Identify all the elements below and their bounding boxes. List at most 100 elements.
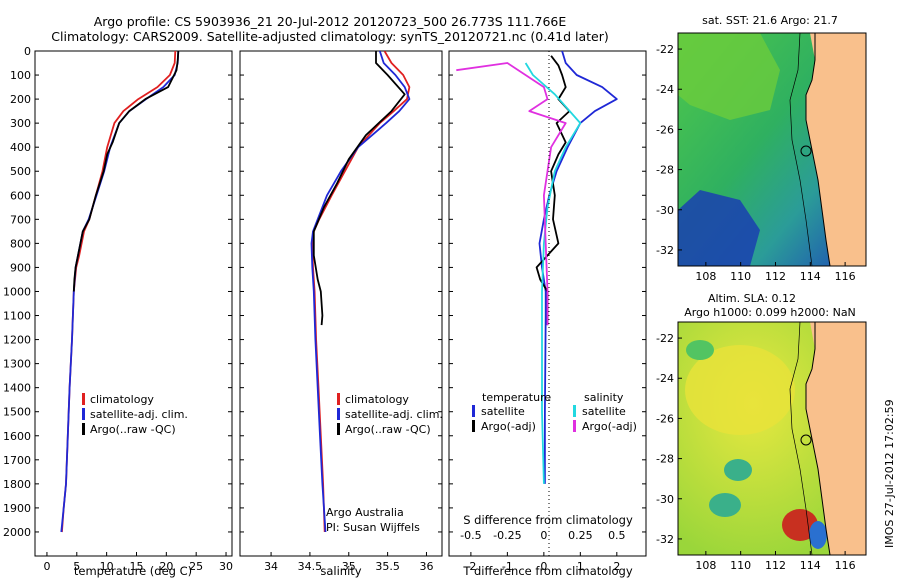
depth-tick-label: 1300	[3, 358, 31, 371]
legend-satellite-adj: satellite-adj. clim.	[345, 408, 443, 421]
x-tick-label: 35	[342, 560, 356, 573]
shelf-contour	[789, 321, 813, 556]
argo-australia-label: Argo Australia	[326, 506, 404, 519]
map-y-tick-label: -30	[656, 493, 674, 506]
x-tick-label: 36	[419, 560, 433, 573]
x-tick-label: 10	[100, 560, 114, 573]
depth-tick-label: 1200	[3, 334, 31, 347]
map-x-tick-label: 112	[765, 270, 786, 283]
salinity-xlabel: salinity	[320, 564, 361, 578]
series-line	[456, 62, 567, 326]
x-tick-label: 0	[540, 560, 547, 573]
sla-green-eddy	[686, 340, 714, 360]
map-y-tick-label: -32	[656, 533, 674, 546]
depth-tick-label: 300	[10, 117, 31, 130]
legend-salinity-title: salinity	[584, 391, 624, 404]
depth-tick-label: 600	[10, 189, 31, 202]
depth-tick-label: 900	[10, 261, 31, 274]
difference-series	[456, 51, 618, 484]
depth-tick-label: 800	[10, 237, 31, 250]
x-tick-label: 5	[73, 560, 80, 573]
temperature-legend: climatology satellite-adj. clim. Argo(..…	[82, 393, 188, 436]
depth-tick-label: 1500	[3, 406, 31, 419]
map-x-tick-label: 116	[835, 270, 856, 283]
depth-tick-label: 700	[10, 213, 31, 226]
coastline	[805, 33, 831, 267]
sst-map	[677, 32, 867, 267]
map-x-tick-label: 108	[695, 270, 716, 283]
x-tick-label: 34	[264, 560, 278, 573]
legend-climatology: climatology	[345, 393, 409, 406]
x-tick-label: -2	[465, 560, 476, 573]
s-diff-tick-label: 0	[540, 529, 547, 542]
legend-t-argo: Argo(-adj)	[481, 420, 536, 433]
series-line	[310, 51, 411, 533]
depth-tick-label: 1800	[3, 478, 31, 491]
sst-map-title: sat. SST: 21.6 Argo: 21.7	[702, 14, 838, 27]
legend-s-argo: Argo(-adj)	[582, 420, 637, 433]
temperature-xlabel: temperature (deg C)	[74, 564, 192, 578]
sla-map-subtitle: Argo h1000: 0.099 h2000: NaN	[684, 306, 856, 319]
map-x-tick-label: 110	[730, 559, 751, 572]
coastline	[805, 322, 831, 556]
map-x-tick-label: 108	[695, 559, 716, 572]
map-x-tick-label: 114	[800, 270, 821, 283]
depth-tick-label: 0	[24, 45, 31, 58]
legend-argo: Argo(..raw -QC)	[345, 423, 431, 436]
s-diff-tick-label: 0.5	[608, 529, 626, 542]
sla-map-ticks: 108 110 112 114 116 -22 -24 -26 -28 -30 -32	[656, 332, 856, 572]
temperature-x-ticks: 0 5 10 15 20 25 30	[43, 552, 233, 573]
temperature-series	[60, 51, 180, 533]
depth-tick-label: 1600	[3, 430, 31, 443]
t-diff-x-ticks: -2 -1 0 1 2	[465, 552, 620, 573]
x-tick-label: 2	[613, 560, 620, 573]
shelf-contour	[789, 32, 813, 267]
depth-tick-label: 200	[10, 93, 31, 106]
series-line	[538, 51, 618, 484]
depth-tick-label: 1100	[3, 310, 31, 323]
depth-tick-label: 100	[10, 69, 31, 82]
map-x-tick-label: 114	[800, 559, 821, 572]
x-tick-label: -1	[502, 560, 513, 573]
map-x-tick-label: 112	[765, 559, 786, 572]
x-tick-label: 0	[43, 560, 50, 573]
x-tick-label: 30	[219, 560, 233, 573]
map-x-tick-label: 116	[835, 559, 856, 572]
map-y-tick-label: -22	[656, 332, 674, 345]
salinity-legend: climatology satellite-adj. clim. Argo(..…	[326, 393, 443, 534]
s-diff-xlabel: S difference from climatology	[463, 513, 633, 527]
depth-tick-label: 400	[10, 141, 31, 154]
series-line	[535, 55, 571, 326]
s-diff-tick-label: -0.25	[493, 529, 521, 542]
series-line	[312, 51, 406, 326]
sla-map	[677, 321, 867, 556]
difference-legend: temperature salinity satellite Argo(-adj…	[472, 391, 637, 433]
x-tick-label: 15	[129, 560, 143, 573]
map-y-tick-label: -28	[656, 164, 674, 177]
depth-tick-label: 2000	[3, 526, 31, 539]
s-diff-tick-label: -0.5	[460, 529, 481, 542]
legend-climatology: climatology	[90, 393, 154, 406]
salinity-axes	[239, 50, 443, 557]
legend-temperature-title: temperature	[482, 391, 551, 404]
sla-map-title: Altim. SLA: 0.12	[708, 292, 796, 305]
s-diff-tick-label: 0.25	[568, 529, 593, 542]
map-y-tick-label: -26	[656, 123, 674, 136]
temperature-axes	[34, 50, 233, 557]
map-y-tick-label: -28	[656, 453, 674, 466]
legend-argo: Argo(..raw -QC)	[90, 423, 176, 436]
salinity-x-ticks: 34 34.5 35 35.5 36	[264, 552, 433, 573]
map-y-tick-label: -22	[656, 43, 674, 56]
float-position-marker	[800, 145, 812, 157]
x-tick-label: 34.5	[298, 560, 323, 573]
x-tick-label: 25	[189, 560, 203, 573]
t-diff-xlabel: T difference from climatology	[462, 564, 633, 578]
x-tick-label: 20	[159, 560, 173, 573]
sst-warm-patch	[678, 33, 780, 120]
depth-tick-label: 1900	[3, 502, 31, 515]
legend-s-satellite: satellite	[582, 405, 626, 418]
depth-tick-label: 1400	[3, 382, 31, 395]
depth-tick-label: 1700	[3, 454, 31, 467]
